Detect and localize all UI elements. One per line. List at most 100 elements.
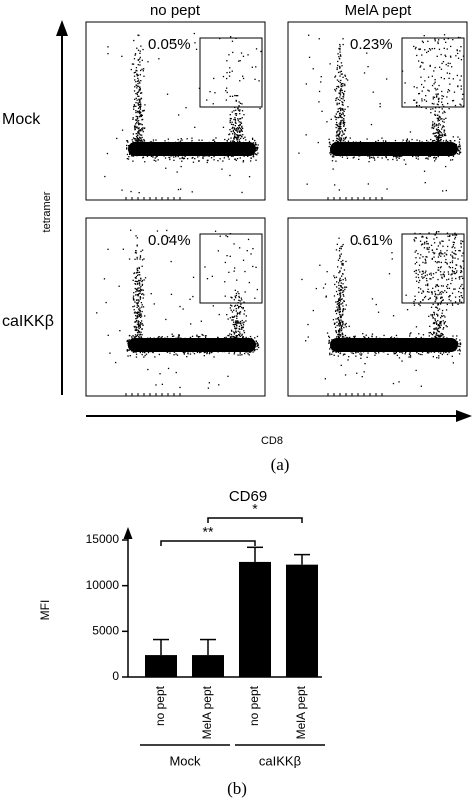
event-dot bbox=[140, 277, 142, 279]
event-dot bbox=[235, 99, 237, 102]
event-dot bbox=[134, 311, 136, 313]
event-dot bbox=[362, 143, 364, 145]
event-dot bbox=[395, 154, 397, 157]
event-dot bbox=[193, 143, 195, 145]
event-dot bbox=[180, 165, 182, 168]
event-dot bbox=[135, 111, 137, 114]
event-dot bbox=[352, 157, 354, 159]
event-dot bbox=[402, 139, 404, 141]
event-dot bbox=[342, 335, 344, 338]
event-dot bbox=[181, 346, 183, 348]
event-dot bbox=[442, 334, 444, 336]
event-dot bbox=[182, 308, 184, 310]
event-dot bbox=[451, 345, 453, 347]
event-dot bbox=[335, 349, 337, 351]
event-dot bbox=[336, 132, 338, 134]
event-dot bbox=[333, 275, 335, 277]
event-dot bbox=[210, 151, 212, 153]
event-dot bbox=[437, 104, 439, 106]
event-dot bbox=[374, 147, 377, 149]
event-dot bbox=[158, 343, 160, 345]
event-dot bbox=[149, 150, 151, 152]
event-dot bbox=[438, 84, 440, 87]
event-dot bbox=[398, 347, 400, 349]
event-dot bbox=[395, 344, 397, 346]
event-dot bbox=[203, 344, 206, 346]
event-dot bbox=[434, 335, 436, 338]
event-dot bbox=[152, 350, 154, 352]
event-dot bbox=[237, 153, 239, 155]
event-dot bbox=[364, 154, 366, 156]
event-dot bbox=[240, 146, 242, 148]
event-dot bbox=[233, 137, 235, 139]
event-dot bbox=[423, 247, 426, 249]
event-dot bbox=[187, 353, 189, 355]
event-dot bbox=[346, 336, 348, 339]
event-dot bbox=[443, 34, 446, 36]
event-dot bbox=[225, 345, 228, 347]
event-dot bbox=[165, 318, 167, 321]
event-dot bbox=[149, 143, 152, 146]
event-dot bbox=[137, 127, 139, 130]
event-dot bbox=[419, 66, 421, 68]
event-dot bbox=[213, 146, 215, 149]
event-dot bbox=[443, 131, 445, 133]
event-dot bbox=[426, 352, 429, 354]
event-dot bbox=[419, 142, 421, 144]
event-dot bbox=[336, 111, 339, 113]
event-dot bbox=[349, 341, 351, 344]
event-dot bbox=[353, 150, 355, 152]
event-dot bbox=[447, 65, 449, 67]
event-dot bbox=[433, 312, 436, 314]
event-dot bbox=[386, 143, 389, 145]
event-dot bbox=[440, 250, 442, 252]
event-dot bbox=[452, 244, 455, 246]
event-dot bbox=[137, 80, 139, 82]
event-dot bbox=[235, 129, 237, 131]
event-dot bbox=[237, 307, 240, 309]
event-dot bbox=[342, 324, 344, 326]
event-dot bbox=[345, 136, 347, 138]
event-dot bbox=[435, 334, 437, 336]
event-dot bbox=[172, 349, 175, 351]
event-dot bbox=[140, 45, 142, 47]
event-dot bbox=[361, 142, 363, 144]
event-dot bbox=[429, 297, 431, 300]
event-dot bbox=[228, 75, 231, 77]
event-dot bbox=[128, 339, 131, 341]
event-dot bbox=[183, 143, 185, 145]
event-dot bbox=[336, 342, 338, 344]
event-dot bbox=[442, 125, 444, 127]
event-dot bbox=[452, 146, 454, 148]
event-dot bbox=[235, 114, 237, 116]
event-dot bbox=[455, 55, 457, 57]
event-dot bbox=[232, 51, 234, 54]
event-dot bbox=[460, 46, 462, 48]
event-dot bbox=[354, 349, 356, 351]
event-dot bbox=[435, 306, 437, 308]
event-dot bbox=[451, 349, 453, 351]
event-dot bbox=[342, 273, 344, 275]
event-dot bbox=[342, 140, 344, 142]
event-dot bbox=[431, 144, 433, 147]
event-dot bbox=[413, 151, 415, 153]
event-dot bbox=[146, 155, 149, 157]
event-dot bbox=[105, 301, 107, 304]
event-dot bbox=[356, 152, 358, 154]
event-dot bbox=[460, 151, 462, 153]
event-dot bbox=[189, 340, 191, 343]
event-dot bbox=[440, 261, 442, 264]
event-dot bbox=[234, 120, 237, 122]
event-dot bbox=[241, 341, 243, 344]
event-dot bbox=[417, 155, 419, 158]
event-dot bbox=[231, 337, 233, 339]
event-dot bbox=[228, 54, 230, 56]
event-dot bbox=[415, 344, 417, 346]
event-dot bbox=[432, 334, 434, 336]
event-dot bbox=[143, 143, 145, 145]
event-dot bbox=[234, 332, 236, 334]
event-dot bbox=[234, 94, 236, 97]
event-dot bbox=[438, 117, 440, 119]
event-dot bbox=[226, 145, 228, 147]
event-dot bbox=[338, 144, 340, 147]
